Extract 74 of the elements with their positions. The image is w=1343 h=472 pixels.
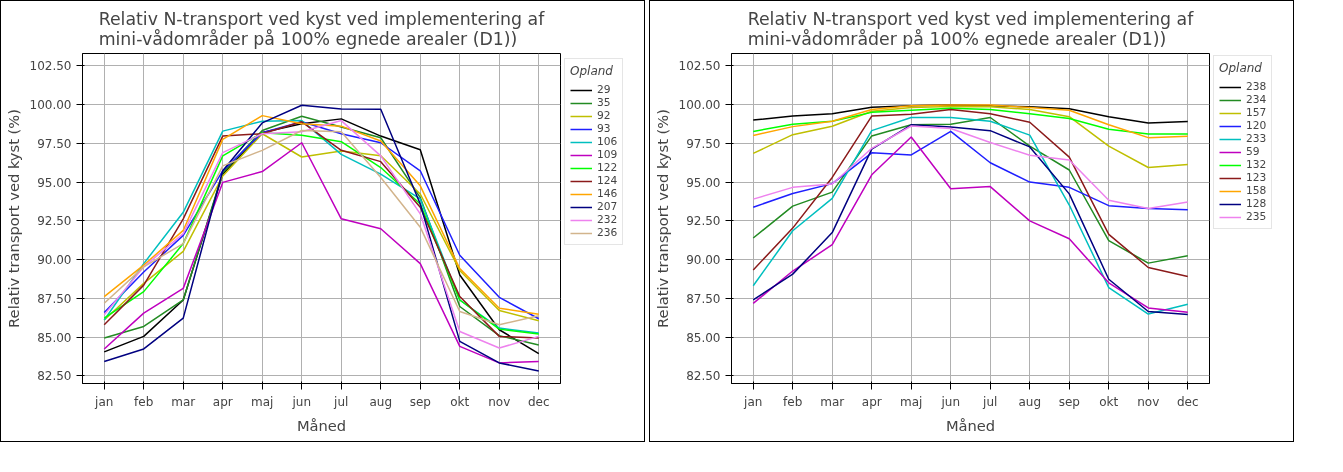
y-tick-label: 90.00 <box>37 253 72 268</box>
legend-label: 128 <box>1246 197 1267 210</box>
legend-label: 132 <box>1246 158 1267 171</box>
x-tick-label: mar <box>171 394 196 409</box>
x-axis-title: Måned <box>296 416 347 434</box>
y-tick-label: 97.50 <box>37 136 72 151</box>
x-tick-label: nov <box>1137 394 1160 409</box>
legend-label: 92 <box>597 109 612 122</box>
y-tick-label: 102.50 <box>678 59 721 74</box>
y-tick-label: 87.50 <box>37 291 72 306</box>
legend-label: 93 <box>597 122 612 135</box>
x-axis-title: Måned <box>945 416 996 434</box>
legend-label: 157 <box>1246 106 1267 119</box>
legend-label: 59 <box>1246 145 1261 158</box>
legend-label: 29 <box>597 83 612 96</box>
legend-label: 120 <box>1246 119 1267 132</box>
x-tick-label: jun <box>940 394 961 409</box>
legend-label: 123 <box>1246 171 1267 184</box>
x-tick-label: apr <box>861 394 882 409</box>
x-tick-label: maj <box>251 394 274 409</box>
legend-label: 236 <box>597 226 618 239</box>
legend-label: 233 <box>1246 132 1267 145</box>
x-tick-label: aug <box>369 394 393 409</box>
legend-label: 106 <box>597 135 618 148</box>
x-tick-label: jan <box>743 394 763 409</box>
y-tick-label: 82.50 <box>686 369 721 384</box>
x-tick-label: dec <box>1176 394 1199 409</box>
x-tick-label: apr <box>212 394 233 409</box>
y-tick-label: 82.50 <box>37 369 72 384</box>
y-tick-label: 85.00 <box>686 330 721 345</box>
legend-label: 124 <box>597 174 618 187</box>
y-tick-label: 92.50 <box>686 214 721 229</box>
legend-label: 158 <box>1246 184 1267 197</box>
x-tick-label: feb <box>134 394 154 409</box>
x-tick-label: sep <box>1058 394 1080 409</box>
legend-label: 232 <box>597 213 618 226</box>
legend-label: 122 <box>597 161 618 174</box>
x-tick-label: jul <box>333 394 349 409</box>
y-tick-label: 95.00 <box>37 175 72 190</box>
chart-title: Relativ N-transport ved kyst ved implementering af mini-vådområder på 100% egnede arealer (D1)) <box>98 8 546 49</box>
x-tick-label: maj <box>900 394 923 409</box>
legend-label: 109 <box>597 148 618 161</box>
legend-label: 238 <box>1246 80 1267 93</box>
y-tick-label: 100.00 <box>678 98 721 113</box>
y-tick-label: 85.00 <box>37 330 72 345</box>
y-tick-label: 102.50 <box>29 59 72 74</box>
legend-title: Opland <box>1219 61 1263 75</box>
legend-label: 146 <box>597 187 618 200</box>
legend-label: 235 <box>1246 210 1267 223</box>
y-tick-label: 87.50 <box>686 291 721 306</box>
x-tick-label: mar <box>820 394 845 409</box>
x-tick-label: jun <box>291 394 312 409</box>
y-tick-label: 90.00 <box>686 253 721 268</box>
y-axis-title: Relativ transport ved kyst (%) <box>653 109 671 328</box>
legend-title: Opland <box>570 64 614 78</box>
y-tick-label: 100.00 <box>29 98 72 113</box>
x-tick-label: sep <box>409 394 431 409</box>
x-tick-label: aug <box>1018 394 1042 409</box>
x-tick-label: okt <box>450 394 470 409</box>
x-tick-label: dec <box>527 394 550 409</box>
legend-label: 35 <box>597 96 612 109</box>
x-tick-label: jan <box>94 394 114 409</box>
y-axis-title: Relativ transport ved kyst (%) <box>4 109 22 328</box>
legend-label: 234 <box>1246 93 1267 106</box>
x-tick-label: nov <box>488 394 511 409</box>
x-tick-label: jul <box>982 394 998 409</box>
line-series <box>752 105 1189 169</box>
y-tick-label: 92.50 <box>37 214 72 229</box>
y-tick-label: 97.50 <box>686 136 721 151</box>
x-tick-label: feb <box>783 394 803 409</box>
x-tick-label: okt <box>1099 394 1119 409</box>
y-tick-label: 95.00 <box>686 175 721 190</box>
chart-title: Relativ N-transport ved kyst ved implementering af mini-vådområder på 100% egnede arealer (D1)) <box>747 8 1195 49</box>
legend-label: 207 <box>597 200 618 213</box>
